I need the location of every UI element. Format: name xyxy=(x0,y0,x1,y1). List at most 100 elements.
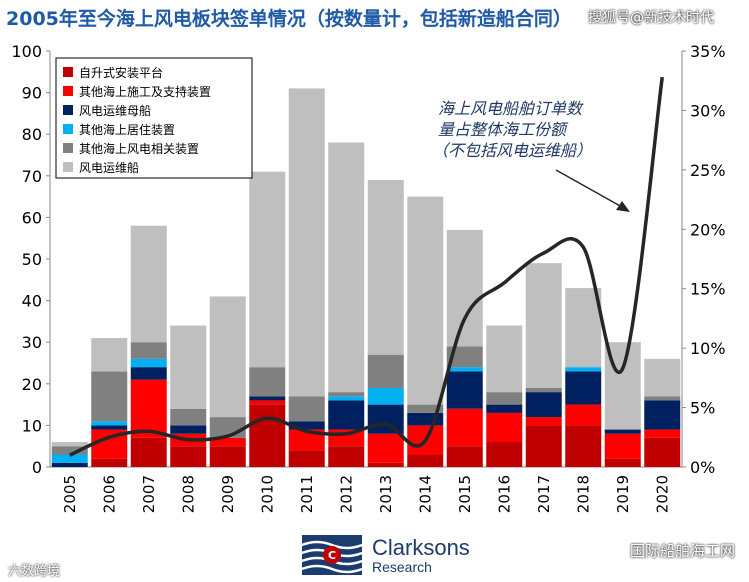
bar-sov xyxy=(249,396,286,401)
chart-title: 2005年至今海上风电板块签单情况（按数量计，包括新造船合同） xyxy=(6,8,572,30)
bar-other_construction xyxy=(249,400,286,405)
bar-ctv xyxy=(367,179,404,355)
bar-sov xyxy=(604,429,641,434)
y-tick-label: 40 xyxy=(22,292,42,311)
bar-ctv xyxy=(288,88,325,397)
legend-swatch xyxy=(63,67,73,77)
bar-sov xyxy=(486,404,523,413)
bar-sov xyxy=(565,371,602,405)
bar-other_construction xyxy=(644,429,681,438)
legend-label: 其他海上风电相关装置 xyxy=(79,141,199,156)
brand-name: Clarksons xyxy=(372,535,470,560)
bar-accommodation xyxy=(367,387,404,405)
bar-ctv xyxy=(407,196,444,405)
bar-accommodation xyxy=(91,421,128,426)
bar-self_elevating xyxy=(565,425,602,467)
bar-ctv xyxy=(446,229,483,347)
bar-accommodation xyxy=(446,367,483,372)
legend-swatch xyxy=(63,124,73,134)
bar-other_construction xyxy=(209,437,246,447)
bar-sov xyxy=(170,425,207,434)
x-tick-label: 2006 xyxy=(100,475,118,513)
bar-ctv xyxy=(130,225,167,343)
bar-other_related xyxy=(170,408,207,426)
legend-label: 其他海上居住装置 xyxy=(79,122,175,137)
bar-ctv xyxy=(525,263,562,388)
bar-other_related xyxy=(486,392,523,405)
bar-ctv xyxy=(249,171,286,368)
legend-label: 自升式安装平台 xyxy=(79,65,163,80)
bar-accommodation xyxy=(565,367,602,372)
bar-accommodation xyxy=(130,358,167,368)
bar-sov xyxy=(91,425,128,430)
x-tick-label: 2005 xyxy=(61,475,79,513)
bar-sov xyxy=(525,392,562,418)
y-tick-label: 20 xyxy=(22,375,42,394)
bar-other_related xyxy=(644,396,681,401)
bar-sov xyxy=(130,367,167,380)
watermark-top: 搜狐号@新技术时代 xyxy=(588,10,714,26)
svg-text:C: C xyxy=(328,549,336,562)
bar-other_related xyxy=(328,392,365,397)
legend-swatch xyxy=(63,162,73,172)
bar-self_elevating xyxy=(170,446,207,467)
watermark-bottom-right: 国际船舶海工网 xyxy=(629,542,735,560)
y-tick-label: 80 xyxy=(22,125,42,144)
bar-other_construction xyxy=(604,433,641,459)
bar-self_elevating xyxy=(486,442,523,467)
bar-other_construction xyxy=(525,417,562,426)
y2-tick-label: 0% xyxy=(690,458,715,477)
y-tick-label: 60 xyxy=(22,208,42,227)
bar-self_elevating xyxy=(288,450,325,467)
annotation-arrowhead xyxy=(616,201,630,212)
legend-swatch xyxy=(63,105,73,115)
bar-ctv xyxy=(328,142,365,393)
x-tick-label: 2012 xyxy=(337,475,355,513)
bar-ctv xyxy=(486,325,523,393)
bar-sov xyxy=(328,400,365,430)
x-tick-label: 2007 xyxy=(140,475,158,513)
bar-other_related xyxy=(525,387,562,393)
y2-tick-label: 35% xyxy=(690,42,726,61)
bar-self_elevating xyxy=(407,454,444,467)
bar-sov xyxy=(644,400,681,430)
bar-self_elevating xyxy=(328,446,365,467)
bar-ctv xyxy=(644,358,681,397)
y2-tick-label: 5% xyxy=(690,399,715,418)
x-tick-label: 2016 xyxy=(495,475,513,513)
bar-self_elevating xyxy=(367,462,404,467)
bar-other_construction xyxy=(130,379,167,438)
legend-label: 其他海上施工及支持装置 xyxy=(79,84,211,99)
y2-tick-label: 15% xyxy=(690,280,726,299)
y2-tick-label: 25% xyxy=(690,161,726,180)
bar-ctv xyxy=(565,288,602,368)
bar-other_related xyxy=(51,446,88,455)
bar-ctv xyxy=(91,338,128,372)
bar-accommodation xyxy=(328,396,365,401)
y2-tick-label: 30% xyxy=(690,101,726,120)
bar-other_construction xyxy=(486,412,523,443)
x-tick-label: 2008 xyxy=(179,475,197,513)
legend-swatch xyxy=(63,86,73,96)
legend-label: 风电运维船 xyxy=(79,161,139,175)
y-tick-label: 10 xyxy=(22,416,42,435)
legend-label: 风电运维母船 xyxy=(79,104,151,118)
bar-other_related xyxy=(288,396,325,422)
x-tick-label: 2009 xyxy=(219,475,237,513)
annotation-arrow xyxy=(555,169,623,208)
bar-ctv xyxy=(51,442,88,447)
x-tick-label: 2017 xyxy=(535,475,553,513)
bar-self_elevating xyxy=(91,458,128,467)
x-tick-label: 2010 xyxy=(258,475,276,513)
chart: 0 10 20 30 40 50 60 70 80 90 100 0% 5% 10% 15% 20% 25% 30… xyxy=(11,42,726,513)
bar-self_elevating xyxy=(446,446,483,467)
annotation-line: 海上风电船舶订单数 xyxy=(438,99,584,118)
y2-tick-label: 10% xyxy=(690,339,726,358)
bar-other_construction xyxy=(565,404,602,426)
x-tick-label: 2018 xyxy=(574,475,592,513)
y-tick-label: 30 xyxy=(22,333,42,352)
bar-self_elevating xyxy=(209,446,246,467)
annotation-line: 量占整体海工份额 xyxy=(438,120,569,139)
y-tick-label: 0 xyxy=(32,458,42,477)
bar-self_elevating xyxy=(644,437,681,467)
